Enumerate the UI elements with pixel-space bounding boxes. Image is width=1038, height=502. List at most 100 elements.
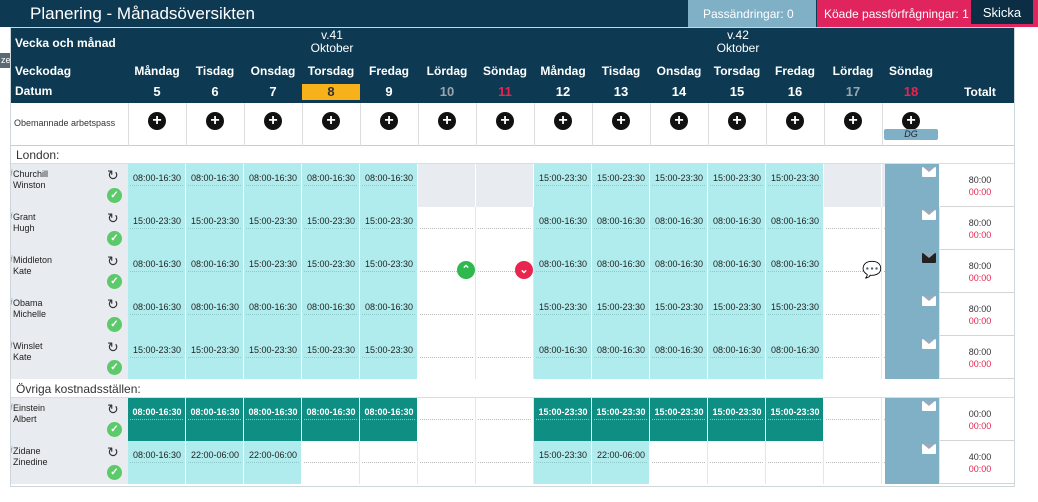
date-header[interactable]: 16: [787, 84, 803, 99]
chat-icon[interactable]: 💬: [862, 262, 882, 279]
shift-cell[interactable]: 08:00-16:30: [302, 164, 360, 207]
shift-cell[interactable]: 08:00-16:30: [650, 207, 708, 250]
employee-name[interactable]: Churchill Winston: [13, 169, 49, 190]
shift-cell[interactable]: 15:00-23:30: [128, 336, 186, 379]
shift-cell[interactable]: [476, 398, 534, 441]
employee-name[interactable]: Winslet Kate: [13, 341, 43, 362]
employee-name[interactable]: Einstein Albert: [13, 403, 46, 424]
date-header[interactable]: 5: [153, 84, 161, 99]
shift-cell[interactable]: 15:00-23:30: [302, 250, 360, 293]
shift-cell[interactable]: [360, 441, 418, 484]
check-icon[interactable]: ✓: [107, 231, 122, 246]
check-icon[interactable]: ✓: [107, 188, 122, 203]
envelope-icon[interactable]: [922, 339, 936, 349]
add-shift-icon[interactable]: +: [438, 112, 456, 130]
send-button[interactable]: Skicka: [971, 0, 1033, 24]
shift-cell[interactable]: [418, 164, 476, 207]
shift-cell[interactable]: 08:00-16:30: [650, 336, 708, 379]
shift-cell[interactable]: 22:00-06:00: [244, 441, 302, 484]
shift-cell[interactable]: 08:00-16:30: [766, 207, 824, 250]
shift-cell[interactable]: 08:00-16:30: [766, 250, 824, 293]
shift-cell[interactable]: 15:00-23:30: [708, 164, 766, 207]
shift-cell[interactable]: 15:00-23:30: [186, 336, 244, 379]
shift-cell[interactable]: [418, 293, 476, 336]
date-header[interactable]: 12: [555, 84, 571, 99]
add-shift-icon[interactable]: +: [554, 112, 572, 130]
shift-cell[interactable]: 15:00-23:30: [244, 336, 302, 379]
shift-cell[interactable]: 15:00-23:30: [650, 164, 708, 207]
message-cell[interactable]: [885, 441, 939, 484]
shift-cell[interactable]: 08:00-16:30: [708, 250, 766, 293]
add-shift-icon[interactable]: +: [322, 112, 340, 130]
shift-cell[interactable]: 15:00-23:30: [708, 398, 766, 441]
shift-cell[interactable]: 15:00-23:30: [592, 293, 650, 336]
shift-cell[interactable]: 08:00-16:30: [128, 250, 186, 293]
add-shift-icon[interactable]: +: [206, 112, 224, 130]
shift-cell[interactable]: 08:00-16:30: [592, 336, 650, 379]
shift-cell[interactable]: [824, 164, 882, 207]
shift-cell[interactable]: 15:00-23:30: [244, 207, 302, 250]
add-shift-icon[interactable]: +: [728, 112, 746, 130]
shift-cell[interactable]: 15:00-23:30: [244, 250, 302, 293]
message-cell[interactable]: [885, 398, 939, 441]
shift-cell[interactable]: 15:00-23:30: [360, 336, 418, 379]
shift-cell[interactable]: 15:00-23:30: [360, 207, 418, 250]
shift-cell[interactable]: 08:00-16:30: [244, 164, 302, 207]
shift-cell[interactable]: [418, 398, 476, 441]
pass-changes-button[interactable]: Passändringar: 0: [688, 0, 816, 27]
shift-cell[interactable]: 08:00-16:30: [186, 250, 244, 293]
shift-cell[interactable]: [766, 441, 824, 484]
shift-cell[interactable]: 08:00-16:30: [244, 293, 302, 336]
refresh-icon[interactable]: ↻: [107, 444, 119, 460]
envelope-icon[interactable]: [922, 210, 936, 220]
shift-cell[interactable]: 08:00-16:30: [128, 441, 186, 484]
shift-cell[interactable]: 08:00-16:30: [534, 250, 592, 293]
shift-cell[interactable]: [476, 293, 534, 336]
shift-cell[interactable]: 08:00-16:30: [128, 164, 186, 207]
date-header[interactable]: 6: [211, 84, 219, 99]
envelope-icon[interactable]: [922, 167, 936, 177]
message-cell[interactable]: [885, 164, 939, 207]
shift-cell[interactable]: 08:00-16:30: [244, 398, 302, 441]
add-shift-icon[interactable]: +: [380, 112, 398, 130]
refresh-icon[interactable]: ↻: [107, 253, 119, 269]
message-cell[interactable]: [885, 250, 939, 293]
refresh-icon[interactable]: ↻: [107, 296, 119, 312]
check-icon[interactable]: ✓: [107, 274, 122, 289]
shift-cell[interactable]: 08:00-16:30: [592, 250, 650, 293]
date-header[interactable]: 17: [845, 84, 861, 99]
shift-cell[interactable]: 15:00-23:30: [650, 398, 708, 441]
shift-cell[interactable]: [476, 207, 534, 250]
shift-cell[interactable]: 08:00-16:30: [302, 293, 360, 336]
shift-cell[interactable]: 08:00-16:30: [186, 164, 244, 207]
shift-cell[interactable]: [418, 207, 476, 250]
info-icon[interactable]: i: [10, 340, 13, 350]
employee-name[interactable]: Obama Michelle: [13, 298, 47, 319]
date-header[interactable]: 10: [439, 84, 455, 99]
shift-cell[interactable]: 08:00-16:30: [186, 398, 244, 441]
shift-cell[interactable]: [824, 293, 882, 336]
shift-cell[interactable]: 08:00-16:30: [360, 398, 418, 441]
envelope-icon[interactable]: [922, 296, 936, 306]
employee-name[interactable]: Zidane Zinedine: [13, 446, 48, 467]
employee-name[interactable]: Middleton Kate: [13, 255, 53, 276]
date-header[interactable]: 18: [903, 84, 919, 99]
add-shift-icon[interactable]: +: [612, 112, 630, 130]
shift-cell[interactable]: 15:00-23:30: [534, 398, 592, 441]
chevron-up-icon[interactable]: ⌃: [457, 261, 475, 279]
shift-cell[interactable]: 08:00-16:30: [708, 207, 766, 250]
shift-cell[interactable]: 08:00-16:30: [650, 250, 708, 293]
shift-cell[interactable]: 08:00-16:30: [186, 293, 244, 336]
dg-badge[interactable]: DG: [884, 129, 938, 140]
shift-cell[interactable]: 08:00-16:30: [766, 336, 824, 379]
shift-cell[interactable]: 08:00-16:30: [128, 293, 186, 336]
message-cell[interactable]: [885, 207, 939, 250]
add-shift-icon[interactable]: +: [902, 112, 920, 130]
shift-cell[interactable]: [302, 441, 360, 484]
shift-cell[interactable]: 08:00-16:30: [534, 207, 592, 250]
check-icon[interactable]: ✓: [107, 422, 122, 437]
shift-cell[interactable]: 08:00-16:30: [360, 293, 418, 336]
shift-cell[interactable]: 15:00-23:30: [650, 293, 708, 336]
envelope-icon[interactable]: [922, 253, 936, 263]
shift-cell[interactable]: [418, 441, 476, 484]
